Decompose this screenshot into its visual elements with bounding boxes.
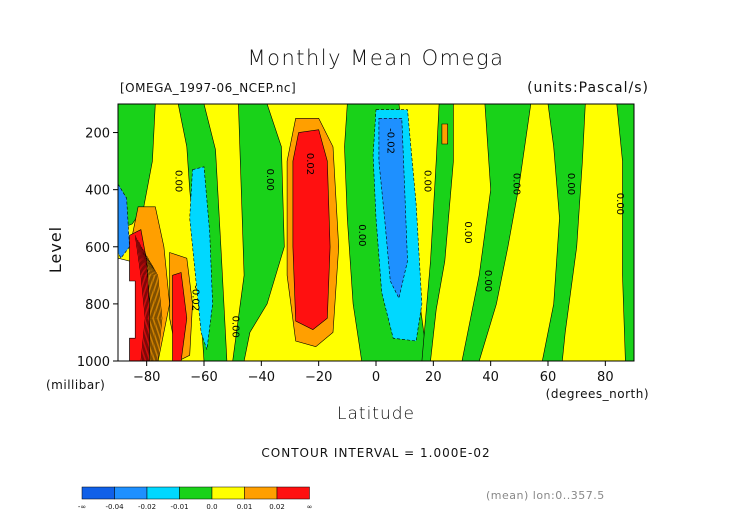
contour-line <box>143 251 155 361</box>
contour-line <box>137 239 149 361</box>
contour-region-near-zero <box>421 104 454 361</box>
contour-line <box>140 244 151 361</box>
contour-region-near-zero <box>232 104 285 361</box>
contour-label: 0.00 <box>422 170 433 192</box>
y-axis-unit: (millibar) <box>46 378 106 392</box>
contour-label: 0.00 <box>264 169 275 191</box>
colorbar-swatch <box>146 486 180 500</box>
x-tick-label: −80 <box>133 370 160 385</box>
y-tick-label: 400 <box>85 184 110 199</box>
chart-title: Monthly Mean Omega <box>247 46 505 70</box>
y-tick-label: 200 <box>85 127 110 142</box>
contour-region-near-zero <box>461 104 532 361</box>
plot-regions <box>118 104 634 361</box>
contour-interval-label: CONTOUR INTERVAL = 1.000E-02 <box>261 446 491 460</box>
mean-label: (mean) lon:0..357.5 <box>486 489 605 502</box>
contour-label: 0.00 <box>356 224 367 246</box>
contour-region-no-data <box>118 257 136 361</box>
contour-label: 0.00 <box>565 173 576 195</box>
contour-region-near-zero <box>541 104 586 361</box>
contour-label: -0.02 <box>190 285 201 311</box>
contour-line <box>141 246 152 361</box>
x-tick-label: −40 <box>248 370 275 385</box>
contour-region-positive-0-03-up <box>172 272 188 361</box>
colorbar-label: 0.01 <box>237 503 253 511</box>
contour-region-near-zero <box>616 104 634 361</box>
x-tick-label: −60 <box>190 370 217 385</box>
contour-region-positive-0-03-up <box>292 129 331 330</box>
colorbar-label: -∞ <box>78 503 86 511</box>
contour-region-positive-0-02-up <box>441 123 449 145</box>
contour-line <box>134 235 146 361</box>
contour-line <box>136 237 147 361</box>
colorbar-swatch <box>114 486 148 500</box>
x-tick-label: 20 <box>425 370 442 385</box>
contour-region-negative-0-04-0-02 <box>118 183 130 259</box>
contour-line <box>149 260 160 361</box>
contour-label: 0.00 <box>230 316 241 338</box>
colorbar-swatch <box>179 486 213 500</box>
contour-region-negative-0-02-0-01 <box>189 166 213 350</box>
x-tick-label: 60 <box>540 370 557 385</box>
x-tick-label: −20 <box>305 370 332 385</box>
contour-label: 0.00 <box>482 270 493 292</box>
x-tick-label: 0 <box>372 370 380 385</box>
y-tick-label: 600 <box>85 241 110 256</box>
contour-line <box>150 262 161 361</box>
colorbar-label: -0.01 <box>170 503 188 511</box>
contour-line <box>151 264 163 361</box>
colorbar-label: -0.02 <box>138 503 156 511</box>
contour-label: 0.00 <box>462 221 473 243</box>
colorbar-label: ∞ <box>307 503 313 511</box>
y-tick-label: 800 <box>85 298 110 313</box>
contour-line <box>146 255 158 361</box>
colorbar-label: -0.04 <box>105 503 124 511</box>
file-label: [OMEGA_1997-06_NCEP.nc] <box>120 81 297 95</box>
contour-label: 0.00 <box>511 173 522 195</box>
x-axis-unit: (degrees_north) <box>545 387 649 401</box>
contour-label: 0.02 <box>304 153 315 175</box>
x-tick-label: 40 <box>482 370 499 385</box>
contour-region-negative-0-04-0-02 <box>378 118 408 300</box>
colorbar-swatch <box>244 486 278 500</box>
colorbar-label: 0.02 <box>269 503 285 511</box>
x-axis-label: Latitude <box>337 404 415 424</box>
contour-line <box>142 249 154 361</box>
units-label: (units:Pascal/s) <box>527 80 649 96</box>
contour-line <box>145 253 156 361</box>
contour-label: -0.02 <box>385 128 396 154</box>
colorbar-swatch <box>81 486 115 500</box>
x-tick-label: 80 <box>597 370 614 385</box>
colorbar-label: 0.0 <box>206 503 217 511</box>
contour-label: 0.00 <box>614 193 625 215</box>
colorbar-swatch <box>276 486 310 500</box>
colorbar-swatch <box>211 486 245 500</box>
contour-line <box>147 258 159 361</box>
contour-label: 0.00 <box>172 170 183 192</box>
y-tick-label: 1000 <box>77 355 110 370</box>
contour-line <box>138 242 150 361</box>
